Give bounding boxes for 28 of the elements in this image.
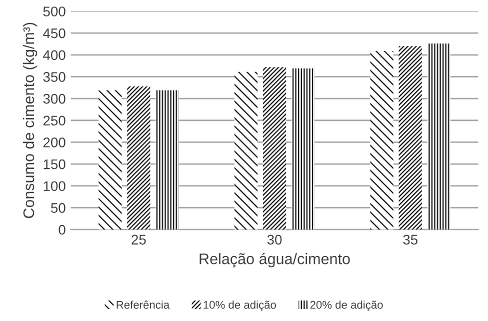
bar bbox=[370, 50, 394, 230]
y-tick-label: 0 bbox=[58, 224, 66, 235]
y-tick-label: 50 bbox=[51, 203, 66, 213]
y-tick-label: 150 bbox=[44, 159, 66, 170]
x-tick-label: 35 bbox=[403, 234, 418, 245]
legend-label: 10% de adição bbox=[204, 300, 276, 311]
bar bbox=[127, 86, 150, 230]
bar bbox=[427, 44, 450, 230]
y-axis-title: Consumo de cimento (kg/m³) bbox=[22, 22, 38, 218]
y-tick-label: 100 bbox=[44, 181, 66, 192]
bar bbox=[291, 68, 315, 230]
y-tick-label: 200 bbox=[43, 138, 66, 148]
y-tick-label: 250 bbox=[43, 116, 66, 126]
legend-label: Referência bbox=[116, 300, 170, 309]
bar bbox=[262, 67, 286, 230]
legend-label: 20% de adição bbox=[310, 300, 383, 311]
y-tick-label: 500 bbox=[43, 6, 66, 16]
bar bbox=[156, 90, 179, 230]
bar bbox=[234, 72, 258, 230]
bar bbox=[98, 90, 122, 230]
x-axis-title: Relação água/cimento bbox=[200, 252, 350, 268]
y-tick-label: 300 bbox=[43, 94, 66, 104]
y-tick-label: 450 bbox=[43, 28, 66, 38]
y-tick-label: 400 bbox=[43, 50, 66, 60]
bar bbox=[398, 46, 422, 230]
x-tick-label: 30 bbox=[267, 234, 282, 245]
x-tick-label: 25 bbox=[132, 234, 146, 245]
y-tick-label: 350 bbox=[43, 72, 66, 82]
